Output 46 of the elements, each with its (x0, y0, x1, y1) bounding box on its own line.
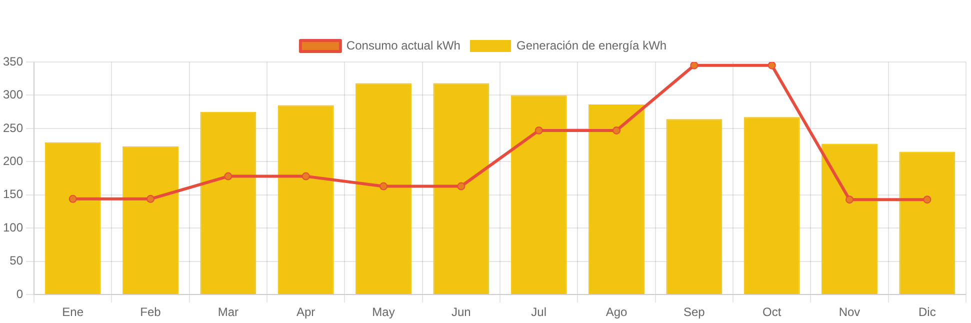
y-tick-label: 50 (10, 254, 24, 268)
bar (200, 112, 256, 294)
legend-label: Generación de energía kWh (516, 38, 667, 52)
point (457, 182, 466, 190)
bar (588, 104, 644, 294)
y-tick-label: 350 (2, 54, 24, 68)
point (923, 196, 932, 204)
point (612, 126, 621, 134)
x-tick-label: Apr (296, 305, 316, 320)
bar (278, 105, 334, 294)
y-tick-label: 0 (16, 286, 24, 301)
bar (510, 95, 567, 294)
bar (822, 144, 878, 294)
x-tick-label: Ene (62, 305, 84, 320)
x-tick-label: Dic (918, 305, 936, 320)
bar (433, 83, 490, 294)
x-tick-label: Mar (218, 305, 239, 320)
bar (744, 117, 800, 294)
y-tick-label: 200 (2, 154, 24, 168)
bar (666, 119, 722, 294)
legend-label: Consumo actual kWh (346, 38, 460, 52)
x-tick-label: Jun (452, 305, 471, 320)
bar (44, 142, 101, 294)
x-tick-label: Oct (762, 305, 782, 320)
x-tick-label: Feb (140, 305, 162, 320)
x-tick-label: Ago (606, 305, 628, 320)
point (768, 62, 776, 70)
bar (356, 83, 412, 294)
point (380, 182, 388, 190)
point (224, 172, 232, 180)
y-tick-label: 250 (2, 120, 24, 135)
point (146, 194, 155, 203)
x-tick-label: May (372, 305, 395, 320)
point (534, 126, 543, 134)
point (302, 172, 310, 180)
point (846, 196, 854, 204)
y-tick-label: 100 (2, 220, 24, 234)
x-tick-label: Sep (683, 305, 706, 320)
x-tick-label: Jul (531, 305, 547, 320)
point (690, 62, 698, 70)
bar (899, 152, 956, 294)
x-tick-label: Nov (838, 305, 860, 320)
bar (122, 146, 178, 294)
point (68, 194, 77, 203)
y-tick-label: 300 (2, 88, 24, 102)
y-tick-label: 150 (2, 187, 24, 202)
